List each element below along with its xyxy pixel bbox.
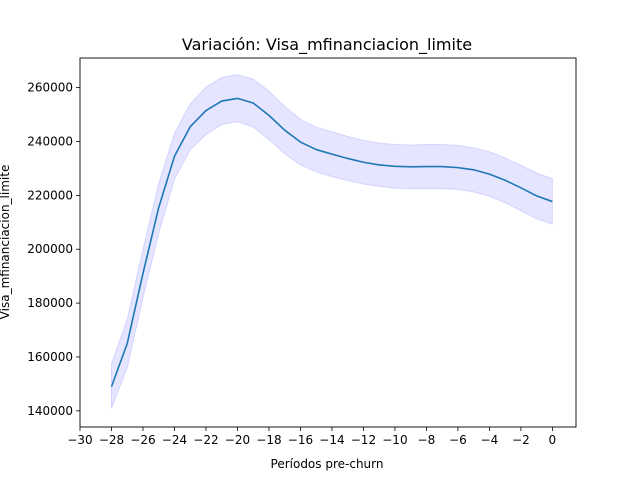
x-tick-label: −28 <box>99 433 124 447</box>
x-tick-label: −20 <box>225 433 250 447</box>
x-tick-label: −22 <box>193 433 218 447</box>
x-tick-label: −12 <box>351 433 376 447</box>
y-tick-label: 260000 <box>27 81 73 95</box>
plot-frame <box>79 57 577 428</box>
series-line-0 <box>110 97 553 387</box>
x-axis-label: Períodos pre-churn <box>271 457 384 471</box>
y-tick-label: 220000 <box>27 188 73 202</box>
confidence-band-0 <box>110 74 553 409</box>
x-tick-label: −30 <box>67 433 92 447</box>
x-tick-label: −8 <box>418 433 436 447</box>
x-tick-label: −18 <box>256 433 281 447</box>
y-tick-label: 240000 <box>27 134 73 148</box>
x-tick-label: −26 <box>130 433 155 447</box>
chart-title: Variación: Visa_mfinanciacion_limite <box>182 35 472 55</box>
x-tick-label: −16 <box>288 433 313 447</box>
y-tick-label: 200000 <box>27 242 73 256</box>
x-tick-label: 0 <box>549 433 557 447</box>
plot-area <box>110 74 553 409</box>
y-tick-label: 180000 <box>27 296 73 310</box>
y-tick-label: 160000 <box>27 350 73 364</box>
x-tick-label: −2 <box>512 433 530 447</box>
axes: −30 −28 −26 −24 −22 −20 −18 −16 −14 −12 −10 −8 −6 −4−… <box>27 57 577 447</box>
y-tick-label: 140000 <box>27 404 73 418</box>
y-axis-label: Visa_mfinanciacion_limite <box>0 165 12 320</box>
x-tick-label: −6 <box>449 433 467 447</box>
x-tick-label: −24 <box>162 433 187 447</box>
x-tick-label: −14 <box>319 433 344 447</box>
x-tick-label: −4 <box>481 433 499 447</box>
x-tick-label: −10 <box>382 433 407 447</box>
